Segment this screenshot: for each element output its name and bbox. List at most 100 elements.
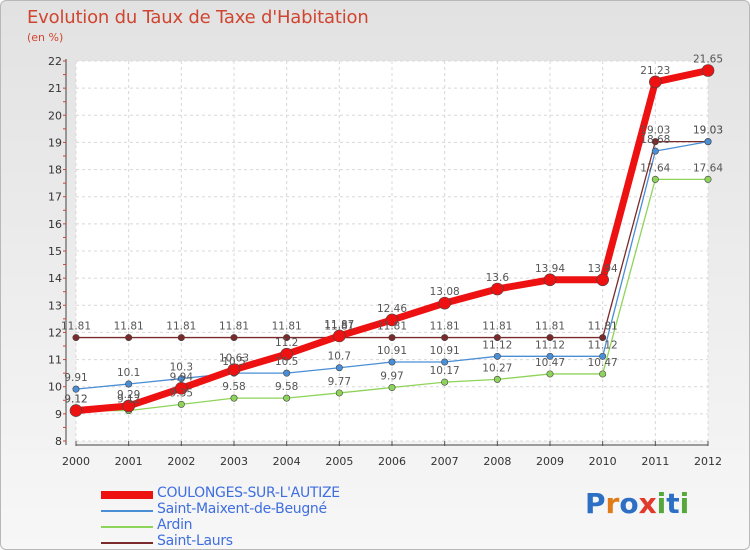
data-point bbox=[72, 385, 80, 393]
data-point bbox=[280, 347, 293, 361]
data-label: 11.12 bbox=[535, 339, 565, 351]
x-tick-label: 2009 bbox=[536, 455, 564, 468]
legend-label: Saint-Maixent-de-Beugné bbox=[157, 501, 327, 517]
data-label: 10.5 bbox=[222, 356, 245, 368]
y-tick-label: 10 bbox=[48, 381, 62, 394]
data-label: 11.81 bbox=[535, 321, 565, 333]
data-label: 10.47 bbox=[588, 357, 618, 369]
data-point bbox=[177, 334, 185, 342]
data-label: 19.03 bbox=[693, 125, 723, 137]
data-label: 10.5 bbox=[275, 356, 298, 368]
y-tick-label: 9 bbox=[55, 408, 62, 421]
data-point bbox=[125, 380, 133, 388]
logo-letter: o bbox=[619, 487, 639, 520]
data-label: 9.97 bbox=[380, 371, 403, 383]
data-label: 9.77 bbox=[328, 376, 351, 388]
x-tick-label: 2008 bbox=[483, 455, 511, 468]
data-label: 9.94 bbox=[170, 371, 194, 383]
x-tick-label: 2000 bbox=[62, 455, 90, 468]
data-point bbox=[493, 352, 501, 360]
data-label: 9.35 bbox=[170, 387, 193, 399]
y-tick-label: 17 bbox=[48, 191, 62, 204]
data-label: 12.46 bbox=[377, 303, 407, 315]
legend-swatch bbox=[101, 526, 153, 528]
legend-label: Ardin bbox=[157, 517, 193, 533]
data-label: 9.29 bbox=[117, 389, 140, 401]
data-point bbox=[441, 358, 449, 366]
data-point bbox=[333, 329, 346, 343]
data-label: 9.58 bbox=[222, 381, 245, 393]
data-label: 13.94 bbox=[588, 263, 618, 275]
data-label: 11.12 bbox=[482, 339, 512, 351]
data-point bbox=[599, 370, 607, 378]
data-point bbox=[599, 334, 607, 342]
data-label: 9.12 bbox=[64, 394, 87, 406]
data-label: 17.64 bbox=[640, 162, 670, 174]
data-point bbox=[493, 375, 501, 383]
legend-label: Saint-Laurs bbox=[157, 533, 233, 549]
data-point bbox=[283, 369, 291, 377]
data-label: 9.91 bbox=[64, 372, 87, 384]
x-tick-label: 2004 bbox=[273, 455, 301, 468]
data-point bbox=[335, 364, 343, 372]
data-label: 13.94 bbox=[535, 263, 565, 275]
data-point bbox=[441, 334, 449, 342]
data-label: 10.63 bbox=[219, 353, 249, 365]
data-label: 11.81 bbox=[324, 321, 354, 333]
data-label: 18.68 bbox=[640, 134, 670, 146]
x-tick-label: 2005 bbox=[325, 455, 353, 468]
data-point bbox=[230, 394, 238, 402]
data-label: 11.81 bbox=[588, 321, 618, 333]
data-point bbox=[72, 334, 80, 342]
data-point bbox=[704, 175, 712, 183]
data-point bbox=[651, 147, 659, 155]
chart-title: Evolution du Taux de Taxe d'Habitation bbox=[27, 7, 369, 28]
data-point bbox=[649, 75, 662, 89]
data-label: 11.81 bbox=[114, 321, 144, 333]
data-label: 10.47 bbox=[535, 357, 565, 369]
y-tick-label: 22 bbox=[48, 55, 62, 68]
data-point bbox=[596, 273, 609, 287]
legend-label: COULONGES-SUR-L'AUTIZE bbox=[157, 485, 340, 501]
x-tick-label: 2001 bbox=[115, 455, 143, 468]
x-tick-label: 2011 bbox=[641, 455, 669, 468]
data-point bbox=[385, 313, 399, 327]
data-label: 11.81 bbox=[219, 321, 249, 333]
data-label: 11.2 bbox=[275, 337, 298, 349]
x-tick-label: 2007 bbox=[431, 455, 459, 468]
data-point bbox=[177, 375, 185, 383]
data-label: 11.81 bbox=[61, 321, 91, 333]
data-point bbox=[388, 384, 396, 392]
data-label: 19.03 bbox=[693, 125, 723, 137]
logo-letter: i bbox=[656, 487, 667, 520]
data-label: 21.65 bbox=[693, 54, 723, 66]
legend-swatch bbox=[101, 542, 153, 544]
unit-label: (en %) bbox=[27, 31, 64, 44]
data-label: 10.91 bbox=[430, 345, 460, 357]
legend-swatch bbox=[101, 491, 153, 499]
y-tick-label: 13 bbox=[48, 299, 62, 312]
data-label: 10.1 bbox=[117, 367, 140, 379]
data-point bbox=[230, 334, 238, 342]
logo-letter: r bbox=[605, 487, 620, 520]
data-point bbox=[125, 334, 133, 342]
data-label: 11.81 bbox=[482, 321, 512, 333]
y-tick-label: 11 bbox=[48, 354, 62, 367]
legend-swatch bbox=[101, 510, 153, 512]
y-tick-label: 14 bbox=[48, 272, 62, 285]
data-label: 11.81 bbox=[166, 321, 196, 333]
data-point bbox=[388, 358, 396, 366]
data-point bbox=[491, 282, 504, 296]
y-tick-label: 8 bbox=[55, 435, 62, 448]
data-label: 19.03 bbox=[640, 125, 670, 137]
data-label: 10.27 bbox=[482, 362, 512, 374]
x-tick-label: 2003 bbox=[220, 455, 248, 468]
logo-letter: P bbox=[585, 487, 606, 520]
data-point bbox=[335, 389, 343, 397]
data-label: 9.12 bbox=[117, 394, 140, 406]
data-label: 11.81 bbox=[430, 321, 460, 333]
y-tick-label: 20 bbox=[48, 109, 62, 122]
y-tick-label: 19 bbox=[48, 136, 62, 149]
